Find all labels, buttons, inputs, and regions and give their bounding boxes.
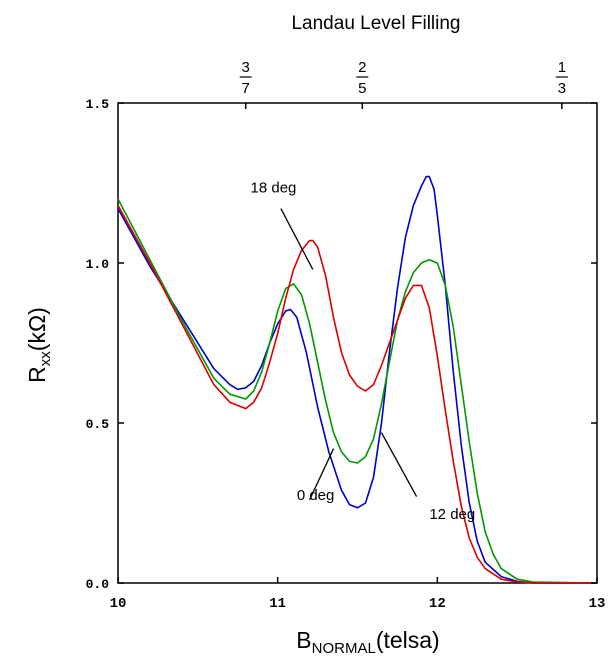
x-tick-label-3: 13 (589, 596, 606, 612)
series-line-1 (117, 198, 598, 584)
x-tick-label-2: 12 (429, 596, 446, 612)
annotation-label-0: 18 deg (251, 180, 297, 197)
top-axis-title: Landau Level Filling (291, 13, 460, 34)
x-tick-label-1: 11 (269, 596, 286, 612)
annotation-pointer-2 (380, 432, 418, 497)
plot-frame (117, 102, 598, 584)
annotation-label-2: 12 deg (429, 506, 475, 523)
series-line-0 (117, 175, 597, 584)
y-tick-label-1: 0.5 (86, 417, 110, 432)
top-tick-denominator-0: 7 (242, 80, 250, 97)
top-tick-numerator-2: 1 (558, 59, 566, 76)
plot-frame-group (117, 102, 598, 584)
annotation-pointer-0 (280, 208, 314, 270)
top-tick-numerator-1: 2 (358, 59, 366, 76)
annotation-pointer-1 (309, 448, 335, 501)
annotation-label-1: 0 deg (297, 487, 335, 504)
top-tick-denominator-2: 3 (558, 80, 566, 97)
series-line-2 (117, 205, 597, 584)
y-tick-label-0: 0.0 (86, 577, 110, 592)
top-tick-denominator-1: 5 (358, 80, 366, 97)
annotations-group: 18 deg 0 deg 12 deg (251, 180, 476, 523)
y-axis-label: Rxx(kΩ) (24, 307, 54, 383)
series-group (117, 175, 598, 584)
y-tick-label-3: 1.5 (86, 97, 110, 112)
x-axis-label: BNORMAL(telsa) (296, 627, 439, 656)
y-tick-label-2: 1.0 (86, 257, 110, 272)
x-tick-label-0: 10 (110, 596, 127, 612)
top-tick-numerator-0: 3 (242, 59, 250, 76)
